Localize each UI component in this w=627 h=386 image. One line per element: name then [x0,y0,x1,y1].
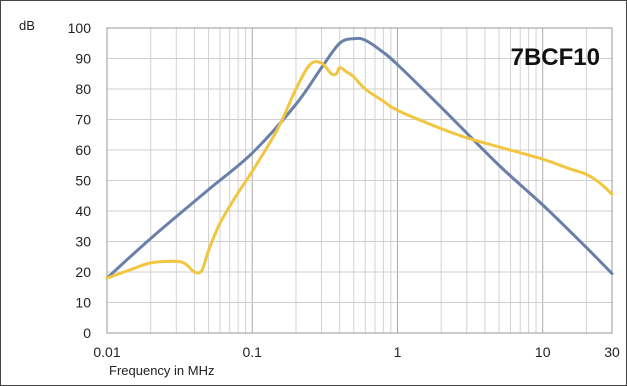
tick-labels: 0 10 20 30 40 50 60 70 80 90 100 0.01 0.1 1 10 30 [68,20,620,360]
x-tick-label: 10 [535,344,551,360]
y-tick-label: 70 [75,112,91,128]
y-tick-label: 10 [75,295,91,311]
x-tick-label: 1 [394,344,402,360]
y-axis-label: dB [19,18,35,33]
y-tick-label: 100 [68,20,92,36]
x-axis-label: Frequency in MHz [109,363,214,378]
y-tick-label: 80 [75,81,91,97]
series-line-1 [105,36,614,280]
plot-border [106,27,613,334]
y-tick-label: 0 [83,325,91,341]
y-tick-label: 50 [75,173,91,189]
series-line-2 [105,60,614,280]
y-tick-label: 60 [75,142,91,158]
x-tick-label: 30 [604,344,620,360]
x-tick-label: 0.01 [93,344,120,360]
y-tick-label: 90 [75,51,91,67]
chart-title: 7BCF10 [511,44,600,71]
grid [106,27,613,334]
y-tick-label: 30 [75,234,91,250]
series-group [105,36,614,280]
x-tick-label: 0.1 [243,344,263,360]
y-tick-label: 40 [75,203,91,219]
y-tick-label: 20 [75,264,91,280]
